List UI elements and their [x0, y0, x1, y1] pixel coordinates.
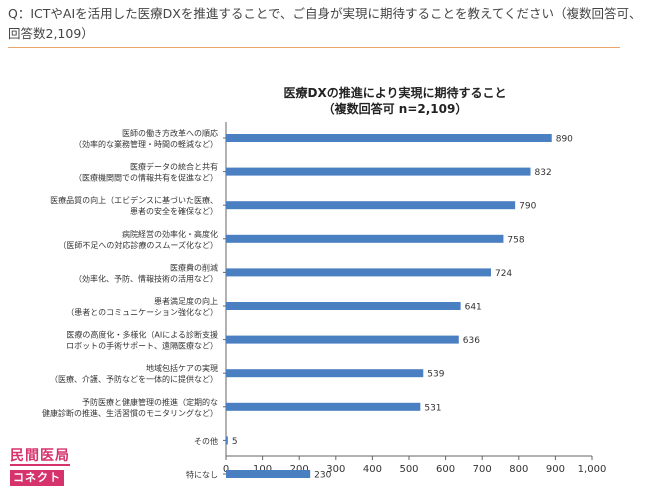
bar — [226, 134, 552, 142]
value-label: 832 — [535, 168, 552, 178]
category-label: 患者の安全を確保など） — [130, 206, 218, 216]
category-label: 病院経営の効率化・高度化 — [122, 229, 218, 239]
category-label: ロボットの手術サポート、遠隔医療など） — [66, 341, 218, 351]
x-tick-label: 300 — [326, 464, 345, 475]
value-label: 230 — [314, 471, 331, 481]
x-tick-label: 600 — [436, 464, 455, 475]
x-tick-label: 0 — [223, 464, 229, 475]
category-label: （効率化、予防、情報技術の活用など） — [74, 273, 218, 283]
x-tick-label: 800 — [509, 464, 528, 475]
bar — [226, 234, 504, 243]
x-tick-label: 1,000 — [578, 464, 607, 475]
value-label: 641 — [465, 303, 482, 313]
value-label: 724 — [495, 269, 512, 279]
bar — [226, 436, 228, 445]
value-label: 890 — [556, 135, 573, 145]
question-text: Q：ICTやAIを活用した医療DXを推進することで、ご自身が実現に期待することを… — [8, 6, 642, 41]
bar — [226, 402, 421, 411]
category-label: 患者満足度の向上 — [154, 296, 218, 306]
bar — [226, 369, 424, 378]
category-label: 健康診断の推進、生活習慣のモニタリングなど） — [42, 408, 218, 418]
value-label: 5 — [232, 437, 238, 447]
value-label: 758 — [507, 235, 524, 245]
brand-logo: 民間医局 コネクト — [10, 445, 76, 486]
chart-title: 医療DXの推進により実現に期待すること — [284, 85, 507, 100]
x-tick-label: 400 — [363, 464, 382, 475]
value-label: 790 — [519, 202, 536, 212]
bar — [226, 201, 516, 210]
chart-subtitle: （複数回答可 n=2,109） — [323, 101, 468, 116]
value-label: 636 — [463, 336, 480, 346]
category-label: （効率的な業務管理・時間の軽減など） — [74, 139, 218, 149]
category-label: （医療、介護、予防などを一体的に提供など） — [50, 374, 218, 384]
category-label: その他 — [194, 436, 218, 446]
value-label: 539 — [427, 370, 444, 380]
category-label: 医療品質の向上（エビデンスに基づいた医療、 — [50, 195, 218, 205]
bar — [226, 470, 311, 478]
divider — [8, 47, 620, 48]
bar — [226, 268, 491, 277]
x-tick-label: 500 — [399, 464, 418, 475]
category-label: （医師不足への対応診療のスムーズ化など） — [58, 240, 218, 250]
category-label: （患者とのコミュニケーション強化など） — [66, 307, 218, 317]
logo-line1: 民間医局 — [10, 448, 70, 466]
x-tick-label: 700 — [473, 464, 492, 475]
logo-line2: コネクト — [10, 470, 64, 486]
category-label: 特になし — [186, 470, 218, 480]
category-label: 医療費の削減 — [170, 262, 218, 272]
bar — [226, 167, 531, 176]
x-tick-label: 900 — [546, 464, 565, 475]
category-label: （医療機関間での情報共有を促進など） — [74, 173, 218, 183]
bar — [226, 335, 459, 344]
bar — [226, 302, 461, 310]
category-label: 地域包括ケアの実現 — [146, 363, 218, 373]
category-label: 予防医療と健康管理の推進（定期的な — [82, 397, 218, 407]
category-label: 医師の働き方改革への順応 — [122, 128, 218, 138]
category-label: 医療の高度化・多様化（AIによる診断支援 — [66, 330, 218, 340]
x-tick-label: 100 — [253, 464, 272, 475]
x-tick-label: 200 — [290, 464, 309, 475]
category-label: 医療データの統合と共有 — [130, 162, 218, 172]
value-label: 531 — [424, 403, 441, 413]
